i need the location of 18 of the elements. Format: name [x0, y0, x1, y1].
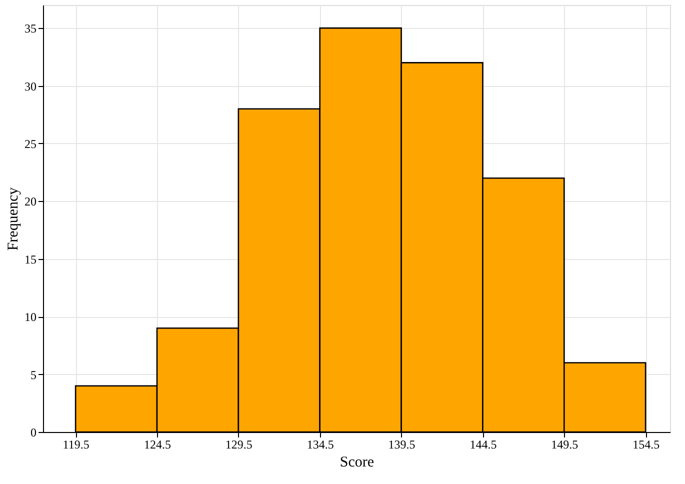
x-tick-label: 144.5 — [470, 438, 497, 452]
y-tick-label: 20 — [24, 194, 36, 209]
x-tick-label: 139.5 — [388, 438, 416, 452]
y-tick-label: 15 — [24, 252, 36, 266]
y-tick-label: 30 — [24, 79, 36, 94]
y-tick-label: 35 — [24, 22, 36, 36]
y-tick-label: 0 — [30, 426, 36, 440]
x-tick-label: 129.5 — [225, 438, 252, 452]
x-tick-label: 134.5 — [306, 438, 334, 452]
y-tick-label: 25 — [24, 136, 36, 151]
x-tick-label: 119.5 — [62, 438, 90, 452]
x-tick-label: 149.5 — [551, 438, 578, 452]
x-tick-label: 154.5 — [632, 438, 660, 452]
y-tick-label: 10 — [24, 310, 36, 324]
x-tick-label: 124.5 — [144, 438, 171, 452]
y-axis-title: Frequency — [6, 186, 22, 251]
x-axis-title: Score — [340, 454, 374, 470]
y-tick-label: 5 — [30, 368, 36, 382]
